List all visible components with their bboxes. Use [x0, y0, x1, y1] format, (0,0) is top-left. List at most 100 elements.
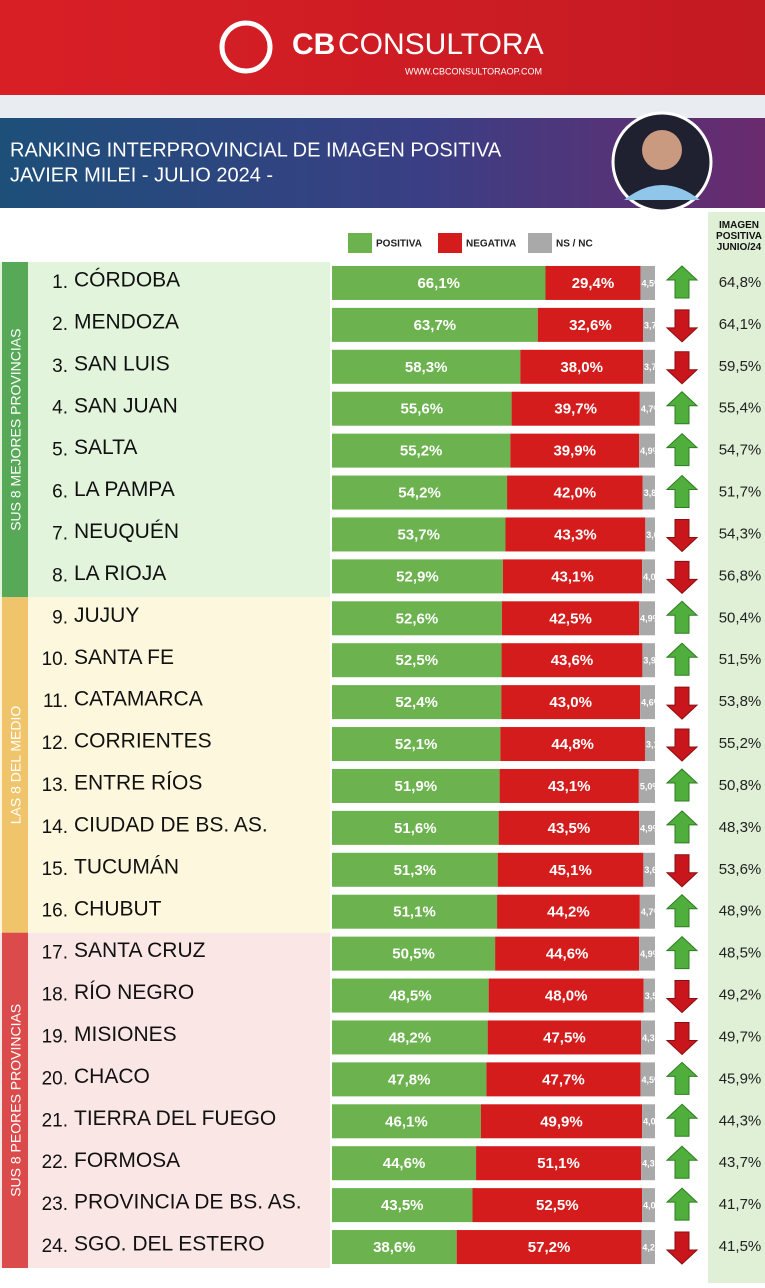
value-label: 3,7%: [644, 320, 665, 330]
bar-segment: [472, 1188, 643, 1223]
bar-segment: [480, 1104, 643, 1139]
group-label: LAS 8 DEL MEDIO: [8, 706, 24, 825]
previous-value: 53,8%: [719, 693, 762, 710]
value-label: 4,9%: [640, 823, 661, 833]
bar-segment: [476, 1146, 642, 1181]
previous-header: IMAGEN POSITIVA JUNIO/24: [716, 220, 762, 253]
bar-segment: [639, 433, 655, 468]
value-label: 52,6%: [396, 610, 439, 627]
bar-segment: [642, 1188, 655, 1223]
previous-value: 51,7%: [719, 484, 762, 501]
bar-segment: [642, 475, 655, 510]
trend-arrow: [665, 980, 699, 1014]
rank: 21.: [42, 1110, 68, 1131]
trend-arrow: [665, 391, 699, 425]
value-label: 4,6%: [641, 698, 662, 708]
bar-segment: [495, 936, 640, 971]
trend-arrow: [665, 1145, 699, 1179]
value-label: 3,5%: [645, 991, 666, 1001]
previous-value: 44,3%: [719, 1112, 762, 1129]
value-label: 4,3%: [642, 1159, 663, 1169]
previous-value: 64,1%: [719, 316, 762, 333]
rank: 8.: [52, 565, 68, 586]
value-label: 44,6%: [383, 1155, 426, 1172]
rank: 7.: [52, 523, 68, 544]
bar-segment: [498, 810, 640, 845]
previous-value: 54,3%: [719, 525, 762, 542]
bar-segment: [640, 1062, 655, 1097]
bar-segment: [332, 601, 502, 636]
bar-segment: [643, 349, 655, 384]
value-label: 43,5%: [381, 1197, 424, 1214]
value-label: 46,1%: [385, 1113, 428, 1130]
bar-segment: [332, 1062, 487, 1097]
previous-value: 48,3%: [719, 819, 762, 836]
previous-value: 49,7%: [719, 1028, 762, 1045]
bar-segment: [332, 1104, 481, 1139]
bar-segment: [639, 894, 655, 929]
rank: 13.: [42, 775, 68, 796]
trend-arrow: [665, 1061, 699, 1095]
value-label: 47,8%: [388, 1071, 431, 1088]
trend-arrow: [665, 309, 699, 343]
category-label: TUCUMÁN: [74, 855, 179, 878]
value-label: 52,5%: [536, 1197, 579, 1214]
category-label: SGO. DEL ESTERO: [74, 1233, 265, 1256]
bar-segment: [501, 685, 641, 720]
previous-value: 55,2%: [719, 735, 762, 752]
bar-segment: [332, 768, 500, 803]
value-label: 48,0%: [545, 988, 588, 1005]
category-label: CHACO: [74, 1065, 150, 1088]
trend-arrow: [665, 1103, 699, 1137]
bar-segment: [486, 1062, 641, 1097]
rank: 5.: [52, 440, 68, 461]
bar-segment: [638, 768, 655, 803]
value-label: 4,9%: [640, 949, 661, 959]
trend-arrow: [665, 351, 699, 385]
bar-segment: [497, 852, 644, 887]
bar-segment: [507, 475, 643, 510]
category-label: FORMOSA: [74, 1149, 180, 1172]
bar-segment: [639, 810, 655, 845]
value-label: 51,6%: [394, 820, 437, 837]
trend-arrow: [665, 768, 699, 802]
bar-segment: [645, 517, 655, 552]
bar-segment: [545, 265, 641, 300]
value-label: 4,2%: [642, 1242, 663, 1252]
portrait-face: [642, 130, 682, 170]
group-label: SUS 8 MEJORES PROVINCIAS: [8, 329, 24, 531]
value-label: 51,1%: [393, 904, 436, 921]
brand-bold: CB: [292, 28, 335, 61]
category-label: TIERRA DEL FUEGO: [74, 1107, 276, 1130]
value-label: 3,9%: [643, 656, 664, 666]
bar-segment: [644, 727, 655, 762]
group-bg: [40, 597, 330, 933]
group-stripe: [2, 932, 28, 1268]
bar-segment: [332, 307, 538, 342]
value-label: 29,4%: [572, 275, 615, 292]
previous-header-box: IMAGEN POSITIVA JUNIO/24: [716, 220, 762, 253]
logo-mark: [219, 20, 273, 74]
category-label: MISIONES: [74, 1023, 177, 1046]
previous-value: 56,8%: [719, 567, 762, 584]
value-label: 43,1%: [551, 568, 594, 585]
rank: 11.: [43, 691, 68, 712]
value-label: 42,0%: [554, 485, 597, 502]
category-label: LA PAMPA: [74, 478, 175, 501]
value-label: 38,6%: [373, 1239, 416, 1256]
trend-arrow: [665, 642, 699, 676]
trend-arrow: [665, 474, 699, 509]
category-label: CORRIENTES: [74, 730, 212, 753]
value-label: 47,5%: [543, 1029, 586, 1046]
chart-title: RANKING INTERPROVINCIAL DE IMAGEN POSITI…: [10, 139, 502, 161]
bar-segment: [332, 643, 502, 678]
previous-value: 50,4%: [719, 609, 762, 626]
legend-swatch: [348, 233, 372, 253]
bar-segment: [640, 685, 655, 720]
category-label: PROVINCIA DE BS. AS.: [74, 1191, 302, 1214]
trend-arrow: [665, 600, 699, 634]
bar-segment: [332, 391, 512, 426]
legend-label: NEGATIVA: [466, 239, 516, 250]
value-label: 4,7%: [641, 907, 662, 917]
bar-segment: [501, 601, 640, 636]
